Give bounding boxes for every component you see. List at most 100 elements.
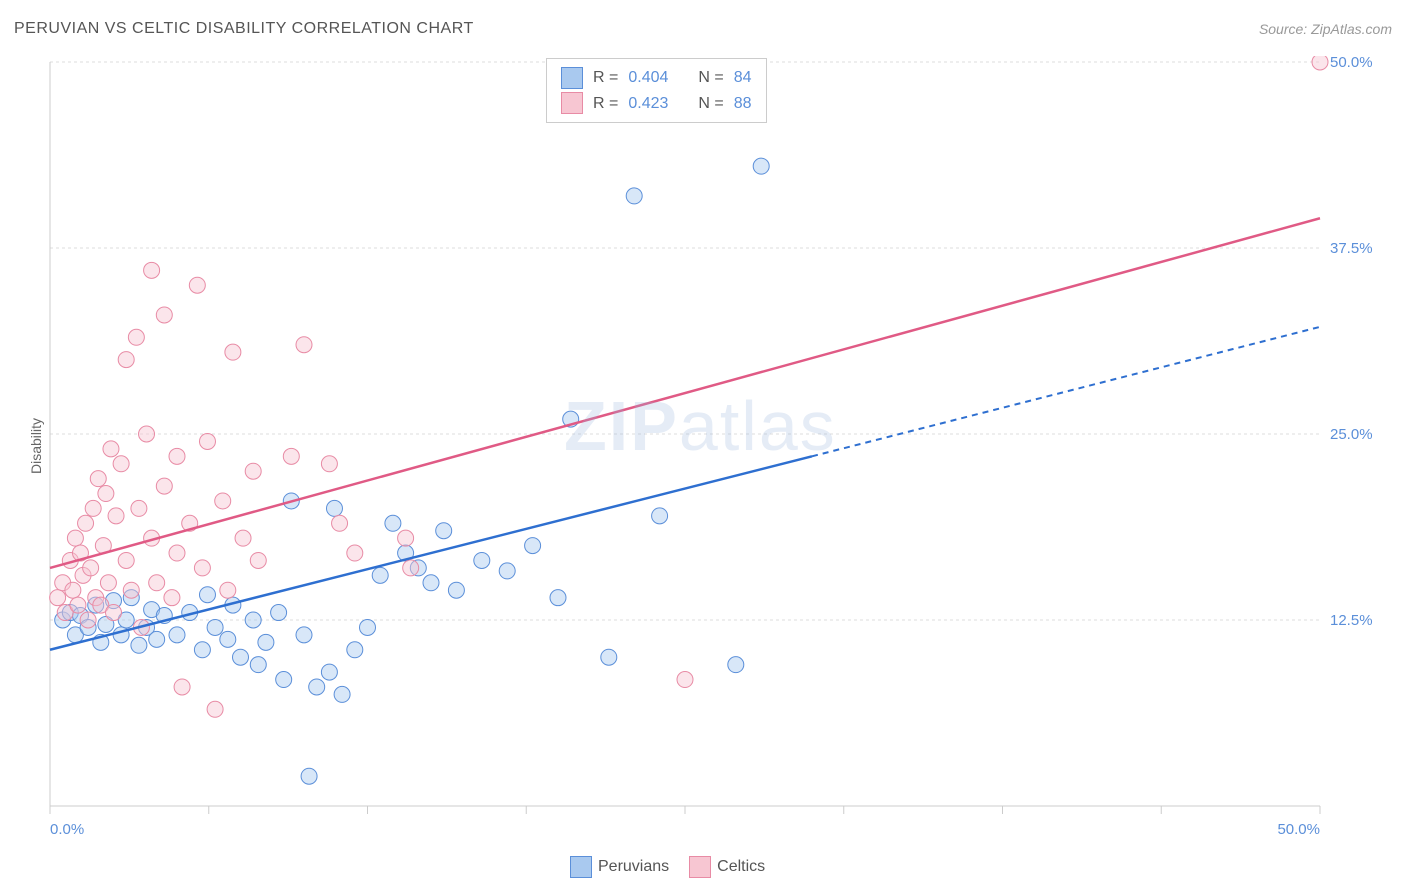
legend-label: Celtics <box>717 858 765 875</box>
data-point <box>360 619 376 635</box>
data-point <box>113 456 129 472</box>
data-point <box>100 575 116 591</box>
legend-swatch <box>561 92 583 114</box>
svg-text:25.0%: 25.0% <box>1330 426 1373 443</box>
data-point <box>550 590 566 606</box>
data-point <box>245 612 261 628</box>
data-point <box>90 471 106 487</box>
data-point <box>65 582 81 598</box>
data-point <box>103 441 119 457</box>
legend-label: Peruvians <box>598 858 669 875</box>
data-point <box>50 590 66 606</box>
data-point <box>67 530 83 546</box>
legend-swatch <box>570 856 592 878</box>
data-point <box>728 657 744 673</box>
data-point <box>98 486 114 502</box>
data-point <box>106 605 122 621</box>
data-point <box>652 508 668 524</box>
data-point <box>118 352 134 368</box>
legend-r-value: 0.404 <box>628 65 668 91</box>
chart-source: Source: ZipAtlas.com <box>1259 21 1392 37</box>
data-point <box>207 619 223 635</box>
data-point <box>753 158 769 174</box>
svg-text:50.0%: 50.0% <box>1277 821 1320 838</box>
trend-line <box>50 218 1320 568</box>
data-point <box>258 634 274 650</box>
data-point <box>309 679 325 695</box>
data-point <box>131 637 147 653</box>
data-point <box>499 563 515 579</box>
data-point <box>149 631 165 647</box>
data-point <box>271 605 287 621</box>
data-point <box>225 344 241 360</box>
svg-text:37.5%: 37.5% <box>1330 240 1373 257</box>
data-point <box>347 642 363 658</box>
data-point <box>194 642 210 658</box>
legend-n-label: N = <box>698 91 723 117</box>
legend-n-label: N = <box>698 65 723 91</box>
legend-swatch <box>689 856 711 878</box>
svg-text:12.5%: 12.5% <box>1330 612 1373 629</box>
data-point <box>245 463 261 479</box>
data-point <box>321 664 337 680</box>
legend-swatch <box>561 67 583 89</box>
legend-r-label: R = <box>593 65 618 91</box>
data-point <box>235 530 251 546</box>
data-point <box>169 627 185 643</box>
data-point <box>474 552 490 568</box>
data-point <box>174 679 190 695</box>
data-point <box>296 337 312 353</box>
data-point <box>199 433 215 449</box>
legend-r-value: 0.423 <box>628 91 668 117</box>
data-point <box>189 277 205 293</box>
correlation-legend: R =0.404N =84R =0.423N =88 <box>546 58 767 123</box>
data-point <box>194 560 210 576</box>
data-point <box>156 478 172 494</box>
data-point <box>326 500 342 516</box>
data-point <box>347 545 363 561</box>
data-point <box>436 523 452 539</box>
data-point <box>372 567 388 583</box>
series-legend: Peruvians Celtics <box>570 856 765 878</box>
svg-text:50.0%: 50.0% <box>1330 56 1373 71</box>
data-point <box>334 686 350 702</box>
legend-item: Peruvians <box>570 856 669 878</box>
data-point <box>169 545 185 561</box>
data-point <box>215 493 231 509</box>
plot-area: 0.0%50.0%25.0%50.0%12.5%37.5% ZIPatlas <box>44 56 1390 846</box>
data-point <box>70 597 86 613</box>
data-point <box>131 500 147 516</box>
data-point <box>250 552 266 568</box>
data-point <box>448 582 464 598</box>
chart-title: PERUVIAN VS CELTIC DISABILITY CORRELATIO… <box>14 20 474 38</box>
data-point <box>332 515 348 531</box>
data-point <box>199 587 215 603</box>
trend-line-extension <box>812 327 1320 456</box>
data-point <box>78 515 94 531</box>
legend-r-label: R = <box>593 91 618 117</box>
data-point <box>283 448 299 464</box>
legend-row: R =0.423N =88 <box>561 91 752 117</box>
data-point <box>118 552 134 568</box>
y-axis-label: Disability <box>28 418 44 474</box>
data-point <box>233 649 249 665</box>
data-point <box>423 575 439 591</box>
data-point <box>403 560 419 576</box>
data-point <box>149 575 165 591</box>
data-point <box>144 262 160 278</box>
data-point <box>296 627 312 643</box>
data-point <box>250 657 266 673</box>
data-point <box>80 612 96 628</box>
data-point <box>108 508 124 524</box>
data-point <box>169 448 185 464</box>
data-point <box>139 426 155 442</box>
legend-item: Celtics <box>689 856 765 878</box>
data-point <box>164 590 180 606</box>
data-point <box>525 538 541 554</box>
data-point <box>301 768 317 784</box>
legend-n-value: 84 <box>734 65 752 91</box>
chart-header: PERUVIAN VS CELTIC DISABILITY CORRELATIO… <box>14 20 1392 38</box>
data-point <box>1312 56 1328 70</box>
data-point <box>128 329 144 345</box>
data-point <box>83 560 99 576</box>
